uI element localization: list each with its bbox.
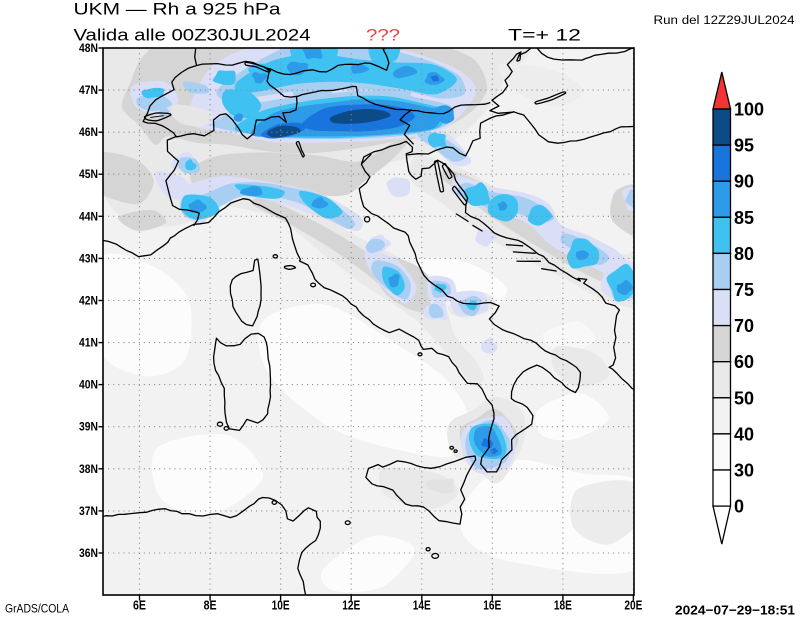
svg-text:GrADS/COLA: GrADS/COLA: [5, 602, 70, 616]
svg-text:42N: 42N: [79, 296, 98, 308]
svg-text:18E: 18E: [554, 598, 572, 613]
svg-text:85: 85: [734, 208, 754, 228]
svg-text:45N: 45N: [79, 169, 98, 181]
svg-text:40N: 40N: [79, 380, 98, 392]
svg-text:8E: 8E: [204, 598, 217, 613]
svg-text:2024−07−29−18:51: 2024−07−29−18:51: [675, 603, 795, 618]
svg-text:T=+ 12: T=+ 12: [508, 27, 581, 45]
svg-text:0: 0: [734, 497, 744, 517]
svg-text:6E: 6E: [133, 598, 146, 613]
svg-text:95: 95: [734, 136, 754, 156]
svg-text:90: 90: [734, 172, 754, 192]
svg-text:UKM — Rh a 925 hPa: UKM — Rh a 925 hPa: [74, 1, 282, 19]
svg-text:47N: 47N: [79, 85, 98, 97]
svg-text:60: 60: [734, 352, 754, 372]
svg-text:48N: 48N: [79, 43, 98, 55]
svg-text:39N: 39N: [79, 422, 98, 434]
svg-text:75: 75: [734, 280, 754, 300]
svg-text:36N: 36N: [79, 548, 98, 560]
svg-text:43N: 43N: [79, 253, 98, 265]
svg-text:50: 50: [734, 388, 754, 408]
svg-text:Run del 12Z29JUL2024: Run del 12Z29JUL2024: [654, 15, 796, 27]
svg-text:100: 100: [734, 100, 764, 120]
svg-text:37N: 37N: [79, 506, 98, 518]
svg-text:14E: 14E: [413, 598, 431, 613]
svg-text:46N: 46N: [79, 127, 98, 139]
svg-text:10E: 10E: [272, 598, 290, 613]
svg-text:12E: 12E: [342, 598, 360, 613]
svg-text:16E: 16E: [483, 598, 501, 613]
svg-text:20E: 20E: [624, 598, 642, 613]
svg-text:38N: 38N: [79, 464, 98, 476]
svg-text:70: 70: [734, 316, 754, 336]
svg-text:44N: 44N: [79, 211, 98, 223]
svg-text:40: 40: [734, 424, 754, 444]
svg-text:Valida alle 00Z30JUL2024: Valida alle 00Z30JUL2024: [74, 27, 311, 45]
svg-text:41N: 41N: [79, 338, 98, 350]
svg-text:???: ???: [366, 27, 400, 45]
svg-text:30: 30: [734, 461, 754, 481]
svg-text:80: 80: [734, 244, 754, 264]
